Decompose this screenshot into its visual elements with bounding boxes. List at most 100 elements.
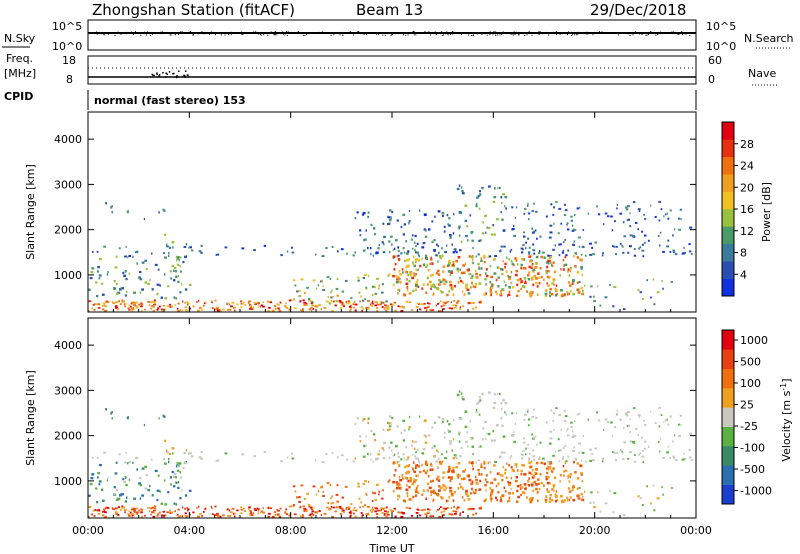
power-cell <box>402 213 406 216</box>
velocity-cell <box>392 454 394 457</box>
nsky-point <box>434 32 436 34</box>
power-cell <box>485 268 488 271</box>
velocity-cell <box>547 468 550 471</box>
nsky-point <box>512 33 514 35</box>
velocity-cell <box>468 461 472 464</box>
power-cell <box>139 270 142 274</box>
velocity-cell <box>210 505 212 508</box>
power-cell <box>456 187 460 191</box>
velocity-cell <box>493 478 497 481</box>
velocity-cell <box>192 511 195 514</box>
velocity-cell <box>562 464 565 468</box>
power-cell <box>230 305 233 308</box>
velocity-cell <box>533 480 537 484</box>
velocity-cell <box>401 512 405 514</box>
nsky-trace <box>91 31 695 36</box>
power-cell <box>133 291 136 294</box>
power-cell <box>435 271 439 275</box>
velocity-cell <box>403 429 406 432</box>
velocity-cell <box>153 505 157 508</box>
x-tick-label: 00:00 <box>72 524 104 537</box>
velocity-cell <box>391 449 393 452</box>
velocity-cell <box>398 495 401 498</box>
power-cell <box>511 286 514 289</box>
power-cell <box>528 246 531 249</box>
nsky-point <box>501 33 503 35</box>
velocity-cell <box>612 451 614 454</box>
power-cell <box>465 284 468 287</box>
nsky-point <box>228 34 230 36</box>
velocity-cell <box>312 507 314 510</box>
velocity-cell <box>490 481 494 485</box>
nsky-point <box>260 34 262 36</box>
velocity-cell <box>113 493 116 496</box>
velocity-cell <box>179 471 181 474</box>
velocity-cell <box>421 493 424 496</box>
velocity-cell <box>535 461 539 465</box>
power-cell <box>408 258 410 261</box>
power-cell <box>341 290 345 293</box>
velocity-cell <box>545 495 548 498</box>
power-cell <box>152 305 155 308</box>
power-cell <box>564 263 568 267</box>
power-cell <box>403 251 406 254</box>
velocity-cell <box>105 408 107 411</box>
power-cell <box>537 272 540 275</box>
velocity-cell <box>567 434 570 437</box>
velocity-cell <box>144 514 146 517</box>
velocity-cell <box>104 507 107 510</box>
power-cell <box>523 285 526 289</box>
velocity-cell <box>364 504 366 507</box>
power-cell <box>560 222 563 225</box>
nsky-point <box>286 31 288 32</box>
velocity-cell <box>489 471 492 474</box>
power-cell <box>528 292 531 295</box>
power-cell <box>402 271 404 274</box>
velocity-cell <box>482 427 485 430</box>
nsky-point <box>242 33 244 35</box>
velocity-cell <box>508 483 511 487</box>
velocity-cell <box>252 512 255 514</box>
power-cell <box>535 281 538 285</box>
power-cell <box>439 309 442 312</box>
velocity-scatter <box>88 390 693 518</box>
power-cell <box>576 281 579 284</box>
colorbar-swatch <box>722 226 734 245</box>
velocity-cell <box>460 485 463 489</box>
velocity-cell <box>523 491 526 495</box>
power-cell <box>453 284 457 288</box>
power-cell <box>528 255 532 258</box>
power-cell <box>401 306 405 308</box>
velocity-cell <box>323 513 327 515</box>
velocity-cell <box>678 423 680 426</box>
nsky-point <box>274 31 276 32</box>
velocity-cell <box>431 490 434 493</box>
velocity-cell <box>352 509 355 512</box>
nave-tick-low: 0 <box>708 73 715 86</box>
velocity-cell <box>378 490 381 493</box>
nsky-point <box>193 33 195 35</box>
velocity-cell <box>553 476 557 480</box>
colorbar-tick-label: 8 <box>740 247 747 260</box>
nsky-point <box>678 33 680 35</box>
velocity-cell <box>418 514 422 517</box>
velocity-cell <box>412 467 414 470</box>
power-cell <box>353 306 355 309</box>
velocity-cell <box>151 511 154 513</box>
power-cell <box>267 306 271 309</box>
velocity-cell <box>89 482 93 486</box>
power-cell <box>450 271 453 274</box>
velocity-cell <box>309 513 312 516</box>
nsky-point <box>551 32 553 34</box>
power-cell <box>534 229 537 232</box>
nsky-point <box>471 33 473 34</box>
velocity-cell <box>136 468 139 471</box>
power-cell <box>525 247 527 250</box>
power-cell <box>431 220 434 223</box>
power-colorbar-label: Power [dB] <box>760 182 773 242</box>
velocity-cell <box>362 505 365 508</box>
velocity-cell <box>532 474 536 478</box>
velocity-cell <box>517 495 520 499</box>
velocity-cell <box>438 460 442 464</box>
velocity-cell <box>536 491 539 494</box>
